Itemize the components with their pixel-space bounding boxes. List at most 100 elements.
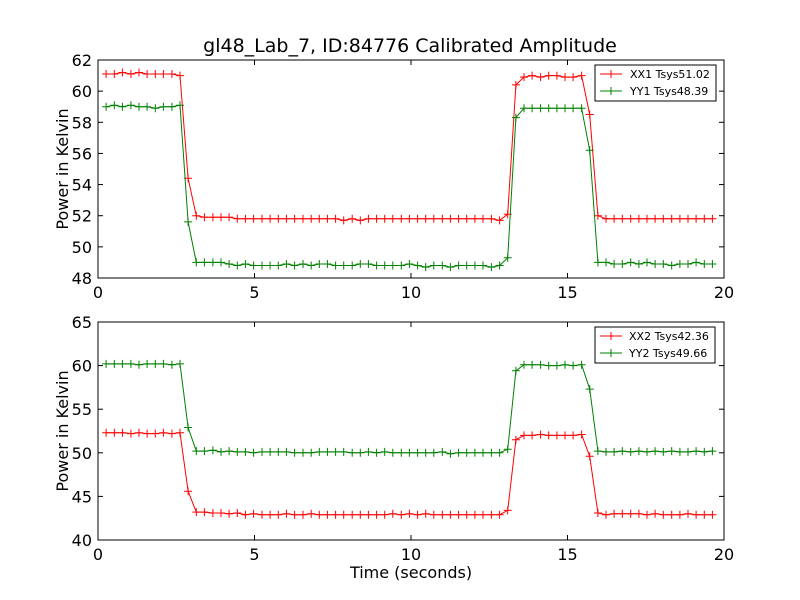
data-point <box>176 71 184 80</box>
y-tick-label: 52 <box>72 207 92 226</box>
data-point <box>700 214 709 223</box>
data-point <box>266 510 275 519</box>
data-point <box>577 71 586 80</box>
data-point <box>307 214 316 223</box>
data-point <box>167 102 176 111</box>
data-point <box>569 431 578 440</box>
data-point <box>249 448 258 457</box>
data-point <box>528 431 537 440</box>
data-point <box>176 101 184 110</box>
data-point <box>462 214 471 223</box>
top-plot: gl48_Lab_7, ID:84776 Calibrated Amplitud… <box>53 35 734 302</box>
data-point <box>446 214 455 223</box>
data-point <box>397 214 406 223</box>
data-point <box>241 510 250 519</box>
data-point <box>274 510 283 519</box>
data-point <box>159 102 168 111</box>
y-tick-label: 62 <box>72 51 92 70</box>
x-tick-label: 5 <box>249 283 259 302</box>
data-point <box>135 102 143 111</box>
data-point <box>700 447 709 456</box>
data-point <box>552 104 561 113</box>
legend-box <box>594 64 717 102</box>
data-point <box>643 258 651 267</box>
data-point <box>700 510 709 519</box>
data-point <box>364 510 373 519</box>
data-point <box>282 214 291 223</box>
data-point <box>307 261 316 270</box>
data-point <box>323 260 332 268</box>
data-point <box>577 104 586 113</box>
data-point <box>544 361 553 370</box>
x-tick-label: 0 <box>93 545 103 564</box>
data-point <box>167 70 176 78</box>
data-point <box>258 447 266 456</box>
data-point <box>610 447 619 456</box>
data-point <box>659 260 668 268</box>
data-point <box>339 261 348 270</box>
data-point <box>544 431 553 440</box>
axis-ticks: 0 5 10 15 20 48 50 52 54 56 58 60 62 <box>72 51 735 302</box>
legend-marker-yy1 <box>607 87 615 95</box>
data-point <box>692 258 701 267</box>
data-point <box>610 214 619 223</box>
data-point <box>577 430 586 439</box>
legend-box <box>594 326 716 364</box>
data-point <box>700 260 709 268</box>
data-point <box>536 360 545 369</box>
data-point <box>364 447 373 456</box>
y-tick-label: 58 <box>72 113 92 132</box>
data-point <box>348 510 357 519</box>
data-point <box>282 447 291 456</box>
data-point <box>602 510 610 519</box>
data-point <box>380 214 389 223</box>
data-point <box>143 70 152 78</box>
data-point <box>405 214 414 223</box>
data-point <box>659 447 668 456</box>
y-tick-label: 48 <box>72 269 92 288</box>
data-point <box>241 447 250 456</box>
data-point <box>102 102 111 111</box>
data-point <box>233 261 242 270</box>
data-point <box>413 214 422 223</box>
data-point <box>487 448 496 457</box>
data-point <box>520 73 528 82</box>
data-point <box>208 213 217 222</box>
data-point <box>356 510 365 519</box>
data-point <box>470 261 479 270</box>
data-point <box>339 447 348 456</box>
data-point <box>331 214 340 223</box>
legend: XX1 Tsys51.02 YY1 Tsys48.39 <box>594 64 717 102</box>
data-point <box>634 509 643 518</box>
data-point <box>372 510 381 519</box>
data-point <box>708 260 717 268</box>
data-point <box>470 214 479 223</box>
data-point <box>397 510 406 519</box>
data-point <box>520 104 528 113</box>
data-point <box>421 214 430 223</box>
data-point <box>217 509 225 517</box>
data-point <box>413 510 422 519</box>
x-tick-label: 0 <box>93 283 103 302</box>
data-point <box>429 448 438 457</box>
data-point <box>479 510 487 519</box>
data-point <box>511 80 520 89</box>
data-point <box>602 447 610 456</box>
data-point <box>470 448 479 457</box>
data-point <box>495 261 504 270</box>
data-point <box>454 448 463 457</box>
data-point <box>118 102 127 111</box>
data-point <box>643 214 651 223</box>
y-tick-label: 55 <box>72 400 92 419</box>
data-point <box>692 214 701 223</box>
data-point <box>675 260 684 268</box>
data-point <box>626 258 635 267</box>
data-point <box>618 447 627 456</box>
data-point <box>233 509 242 517</box>
data-point <box>544 71 553 80</box>
data-point <box>667 510 676 519</box>
data-point <box>192 447 201 456</box>
data-point <box>380 510 389 519</box>
